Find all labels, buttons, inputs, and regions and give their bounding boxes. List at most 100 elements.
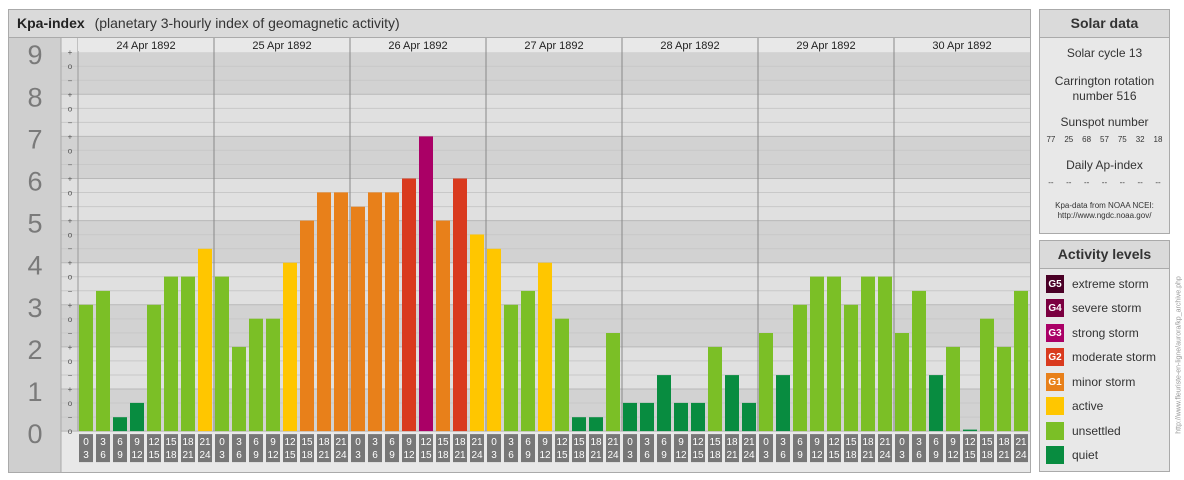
interval-end-label: 9 <box>389 450 395 461</box>
sub-tick-label: + <box>68 259 73 268</box>
interval-box <box>623 434 637 463</box>
interval-end-label: 15 <box>284 450 296 461</box>
interval-start-label: 15 <box>437 437 449 448</box>
kp-bar <box>198 248 212 432</box>
kp-bar <box>844 304 858 432</box>
interval-start-label: 21 <box>743 437 755 448</box>
kp-bar <box>351 206 365 432</box>
level-active: active <box>1046 396 1103 416</box>
kp-bar <box>589 417 603 432</box>
sub-tick-label: o <box>68 399 73 408</box>
interval-start-label: 12 <box>148 437 160 448</box>
interval-end-label: 21 <box>454 450 466 461</box>
interval-start-label: 3 <box>508 437 514 448</box>
interval-end-label: 6 <box>916 450 922 461</box>
interval-box <box>810 434 824 463</box>
interval-box <box>589 434 603 463</box>
level-band <box>61 136 1030 179</box>
level-swatch: G3 <box>1046 324 1064 342</box>
interval-start-label: 9 <box>270 437 276 448</box>
interval-start-label: 9 <box>406 437 412 448</box>
interval-box <box>300 434 314 463</box>
kp-bar <box>1014 290 1028 432</box>
kp-bar <box>640 402 654 432</box>
interval-box <box>215 434 229 463</box>
kp-bar <box>215 276 229 432</box>
interval-box <box>725 434 739 463</box>
level-label: moderate storm <box>1072 350 1157 364</box>
kp-bar <box>980 318 994 432</box>
interval-end-label: 24 <box>743 450 755 461</box>
interval-box <box>470 434 484 463</box>
interval-end-label: 9 <box>253 450 259 461</box>
interval-start-label: 3 <box>236 437 242 448</box>
sunspot-value: 75 <box>1117 135 1127 144</box>
kp-bar <box>623 402 637 432</box>
carrington-rotation: Carrington rotation number 516 <box>1054 74 1155 103</box>
interval-end-label: 3 <box>219 450 225 461</box>
interval-box <box>130 434 144 463</box>
kp-bar <box>453 178 467 432</box>
data-source-url[interactable]: http://www.ngdc.noaa.gov/ <box>1057 211 1152 220</box>
interval-end-label: 12 <box>675 450 687 461</box>
sub-tick-label: + <box>68 301 73 310</box>
level-g2: G2 moderate storm <box>1046 347 1156 367</box>
level-label: active <box>1072 399 1104 413</box>
interval-box <box>606 434 620 463</box>
interval-start-label: 18 <box>318 437 330 448</box>
interval-end-label: 9 <box>117 450 123 461</box>
interval-start-label: 0 <box>83 437 89 448</box>
kp-bar <box>266 318 280 432</box>
y-tick-label: 8 <box>27 82 42 112</box>
level-label: extreme storm <box>1072 277 1149 291</box>
interval-end-label: 3 <box>83 450 89 461</box>
interval-end-label: 18 <box>165 450 177 461</box>
interval-end-label: 15 <box>556 450 568 461</box>
interval-end-label: 3 <box>899 450 905 461</box>
interval-end-label: 12 <box>267 450 279 461</box>
sub-tick-label: o <box>68 146 73 155</box>
interval-start-label: 18 <box>726 437 738 448</box>
kp-bar <box>674 402 688 432</box>
interval-end-label: 18 <box>573 450 585 461</box>
interval-end-label: 6 <box>508 450 514 461</box>
interval-start-label: 9 <box>542 437 548 448</box>
interval-box <box>283 434 297 463</box>
interval-box <box>708 434 722 463</box>
interval-box <box>640 434 654 463</box>
sub-tick-label: + <box>68 132 73 141</box>
sub-tick-label: o <box>68 104 73 113</box>
sub-tick-label: − <box>68 329 73 338</box>
sub-tick-label: o <box>68 357 73 366</box>
interval-box <box>419 434 433 463</box>
data-source-line1: Kpa-data from NOAA NCEI: <box>1055 201 1154 210</box>
interval-start-label: 6 <box>525 437 531 448</box>
ap-value: -- <box>1048 178 1054 187</box>
kp-bar <box>317 192 331 432</box>
chart-title-bar: Kpa-index (planetary 3-hourly index of g… <box>9 10 1030 38</box>
interval-end-label: 12 <box>539 450 551 461</box>
level-label: quiet <box>1072 448 1099 462</box>
kp-bar <box>827 276 841 432</box>
interval-end-label: 6 <box>372 450 378 461</box>
level-band <box>61 178 1030 221</box>
kp-bar <box>725 375 739 432</box>
interval-start-label: 15 <box>301 437 313 448</box>
interval-start-label: 6 <box>933 437 939 448</box>
interval-end-label: 24 <box>471 450 483 461</box>
interval-start-label: 12 <box>556 437 568 448</box>
interval-end-label: 15 <box>420 450 432 461</box>
kp-bar <box>334 192 348 432</box>
kp-bar <box>759 333 773 432</box>
interval-box <box>742 434 756 463</box>
kp-bar <box>555 318 569 432</box>
interval-start-label: 18 <box>182 437 194 448</box>
kp-bar <box>810 276 824 432</box>
ap-index-values: -- -- -- -- -- -- -- <box>1040 178 1169 187</box>
level-swatch: G4 <box>1046 299 1064 317</box>
interval-end-label: 12 <box>811 450 823 461</box>
interval-start-label: 12 <box>692 437 704 448</box>
kp-bar <box>79 304 93 432</box>
kp-bar <box>113 417 127 432</box>
